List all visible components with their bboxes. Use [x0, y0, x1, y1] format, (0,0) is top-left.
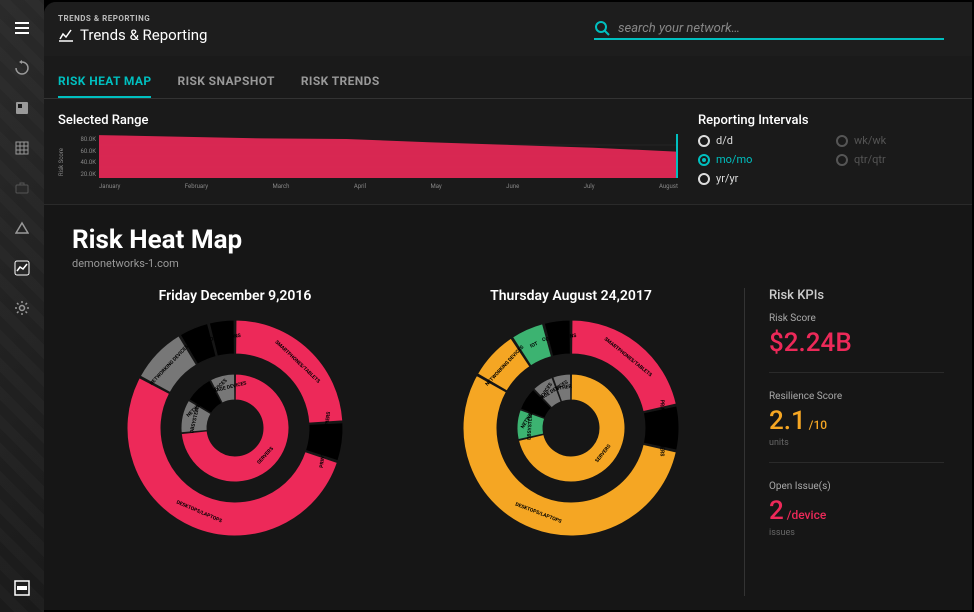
- charts-row: Friday December 9,2016 SMARTPHONES/TABLE…: [72, 288, 944, 596]
- tab-risk-trends[interactable]: RISK TRENDS: [301, 66, 380, 98]
- kpi-column: Risk KPIs Risk Score $2.24B Resilience S…: [744, 288, 944, 596]
- range-x-axis: JanuaryFebruaryMarchAprilMayJuneJulyAugu…: [99, 183, 678, 190]
- search-icon: [594, 20, 610, 36]
- interval-qtrqtr: qtr/qtr: [836, 153, 958, 166]
- search-bar[interactable]: [594, 20, 944, 40]
- tab-risk-snapshot[interactable]: RISK SNAPSHOT: [177, 66, 274, 98]
- refresh-icon[interactable]: [8, 54, 36, 82]
- donut-left-chart[interactable]: SMARTPHONES/TABLETSPRINTERS/FAX/COPIERSD…: [121, 314, 349, 546]
- breadcrumb-category: TRENDS & REPORTING: [58, 14, 594, 23]
- chart-icon: [58, 28, 74, 42]
- triangle-icon[interactable]: [8, 214, 36, 242]
- range-area-plot[interactable]: [99, 134, 678, 178]
- donut-right-chart[interactable]: SMARTPHONES/TABLETSPRINTERS/FAX/COPIERSD…: [457, 314, 685, 546]
- reporting-intervals: Reporting Intervals d/d wk/wk mo/mo qtr/qtr…: [698, 113, 958, 190]
- intervals-title: Reporting Intervals: [698, 113, 958, 128]
- kpi-risk-score: Risk Score $2.24B: [769, 313, 944, 373]
- app-sidebar: [0, 0, 44, 612]
- tabs: RISK HEAT MAP RISK SNAPSHOT RISK TRENDS: [44, 56, 972, 99]
- header: TRENDS & REPORTING Trends & Reporting: [44, 2, 972, 56]
- donut-right-title: Thursday August 24,2017: [490, 288, 652, 304]
- grid-icon[interactable]: [8, 134, 36, 162]
- donut-right: Thursday August 24,2017 SMARTPHONES/TABL…: [408, 288, 734, 596]
- main-panel: TRENDS & REPORTING Trends & Reporting RI…: [44, 2, 972, 610]
- svg-text:PRINTERS/FAX/COPIERS: PRINTERS/FAX/COPIERS: [659, 400, 665, 457]
- page-title: Risk Heat Map: [72, 225, 944, 255]
- briefcase-icon[interactable]: [8, 174, 36, 202]
- range-y-axis: 80.0K60.0K40.0K20.0K: [67, 134, 99, 190]
- selected-range: Selected Range Risk Score 80.0K60.0K40.0…: [58, 113, 678, 190]
- range-title: Selected Range: [58, 113, 678, 128]
- contacts-icon[interactable]: [8, 94, 36, 122]
- page-title-header: Trends & Reporting: [58, 26, 594, 44]
- interval-wkwk: wk/wk: [836, 134, 958, 147]
- breadcrumb: TRENDS & REPORTING Trends & Reporting: [58, 14, 594, 44]
- controls-row: Selected Range Risk Score 80.0K60.0K40.0…: [44, 99, 972, 205]
- page-subtitle: demonetworks-1.com: [72, 257, 944, 270]
- range-y-label: Risk Score: [58, 148, 65, 176]
- interval-momo[interactable]: mo/mo: [698, 153, 820, 166]
- donut-left-title: Friday December 9,2016: [159, 288, 312, 304]
- trends-icon[interactable]: [8, 254, 36, 282]
- kpi-heading: Risk KPIs: [769, 288, 944, 303]
- menu-icon[interactable]: [8, 14, 36, 42]
- search-input[interactable]: [618, 21, 944, 36]
- gear-icon[interactable]: [8, 294, 36, 322]
- donut-left: Friday December 9,2016 SMARTPHONES/TABLE…: [72, 288, 398, 596]
- kpi-resilience-score: Resilience Score 2.1 /10 units: [769, 391, 944, 463]
- range-chart[interactable]: Risk Score 80.0K60.0K40.0K20.0K JanuaryF…: [58, 134, 678, 190]
- tab-risk-heat-map[interactable]: RISK HEAT MAP: [58, 66, 151, 98]
- layout-icon[interactable]: [8, 574, 36, 602]
- interval-yryr[interactable]: yr/yr: [698, 172, 820, 185]
- kpi-open-issue-s-: Open Issue(s) 2 /device issues: [769, 481, 944, 552]
- interval-dd[interactable]: d/d: [698, 134, 820, 147]
- content: Risk Heat Map demonetworks-1.com Friday …: [44, 205, 972, 610]
- breadcrumb-title-text: Trends & Reporting: [80, 26, 207, 44]
